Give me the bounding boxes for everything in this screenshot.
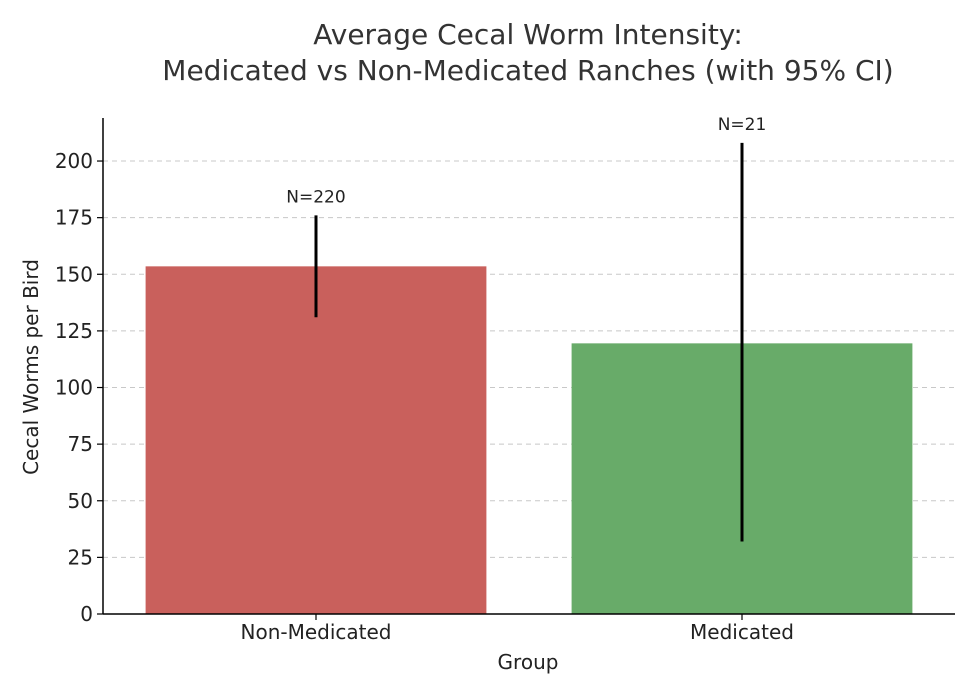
x-axis-label: Group bbox=[498, 650, 559, 674]
y-tick-label: 75 bbox=[68, 432, 93, 456]
chart-title-line-1: Average Cecal Worm Intensity: bbox=[313, 18, 743, 51]
bars bbox=[145, 266, 913, 614]
error-bars bbox=[314, 142, 744, 542]
y-tick-label: 125 bbox=[55, 319, 93, 343]
sample-size-label: N=21 bbox=[718, 115, 767, 135]
y-tick-label: 100 bbox=[55, 376, 93, 400]
y-tick-label: 200 bbox=[55, 149, 93, 173]
chart-title-line-2: Medicated vs Non-Medicated Ranches (with… bbox=[162, 54, 893, 87]
y-tick-label: 175 bbox=[55, 206, 93, 230]
grid-lines bbox=[103, 160, 955, 558]
annotations: N=220 N=21 bbox=[286, 115, 766, 207]
y-tick-label: 50 bbox=[68, 489, 93, 513]
y-tick-label: 25 bbox=[68, 545, 93, 569]
axes bbox=[97, 118, 955, 620]
x-tick-label: Medicated bbox=[690, 620, 794, 644]
tick-labels: 0 25 50 75 100 125 150 175 200 Non-Medicated Medic… bbox=[55, 149, 794, 644]
y-axis-label: Cecal Worms per Bird bbox=[19, 259, 43, 475]
bar-non-medicated bbox=[145, 266, 487, 614]
sample-size-label: N=220 bbox=[286, 187, 345, 207]
y-tick-label: 0 bbox=[80, 602, 93, 626]
y-tick-label: 150 bbox=[55, 262, 93, 286]
x-tick-label: Non-Medicated bbox=[241, 620, 392, 644]
